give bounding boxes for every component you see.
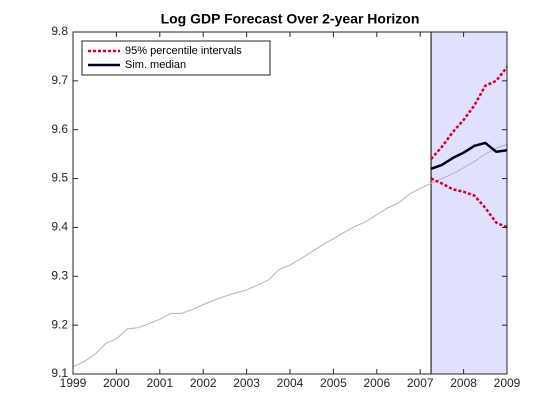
y-tick-label: 9.7 — [51, 73, 68, 87]
x-tick-label: 2009 — [494, 376, 521, 390]
x-tick-label: 2005 — [320, 376, 347, 390]
x-tick-label: 2006 — [363, 376, 390, 390]
x-tick-label: 2008 — [450, 376, 477, 390]
legend-box — [81, 40, 271, 76]
legend-label: 95% percentile intervals — [125, 45, 242, 57]
y-tick-label: 9.5 — [51, 171, 68, 185]
series-line — [430, 141, 508, 170]
y-tick-label: 9.4 — [51, 220, 68, 234]
y-tick-label: 9.1 — [51, 366, 68, 380]
x-tick-label: 2000 — [103, 376, 130, 390]
x-tick-label: 2003 — [233, 376, 260, 390]
x-tick-label: 2001 — [146, 376, 173, 390]
series-line — [430, 177, 508, 229]
series-line — [72, 143, 508, 368]
x-tick-label: 1999 — [60, 376, 87, 390]
legend-label: Sim. median — [125, 59, 186, 71]
chart-title: Log GDP Forecast Over 2-year Horizon — [161, 11, 420, 27]
y-tick-label: 9.8 — [51, 24, 68, 38]
series-line — [430, 66, 508, 160]
x-tick-label: 2004 — [277, 376, 304, 390]
y-tick-label: 9.3 — [51, 268, 68, 282]
x-tick-label: 2002 — [190, 376, 217, 390]
x-tick-label: 2007 — [407, 376, 434, 390]
forecast-region — [430, 31, 508, 375]
y-tick-label: 9.2 — [51, 317, 68, 331]
y-tick-label: 9.6 — [51, 122, 68, 136]
